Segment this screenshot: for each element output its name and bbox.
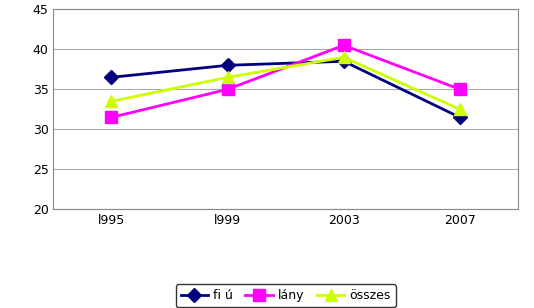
Legend: fi ú, lány, összes: fi ú, lány, összes: [176, 284, 396, 307]
